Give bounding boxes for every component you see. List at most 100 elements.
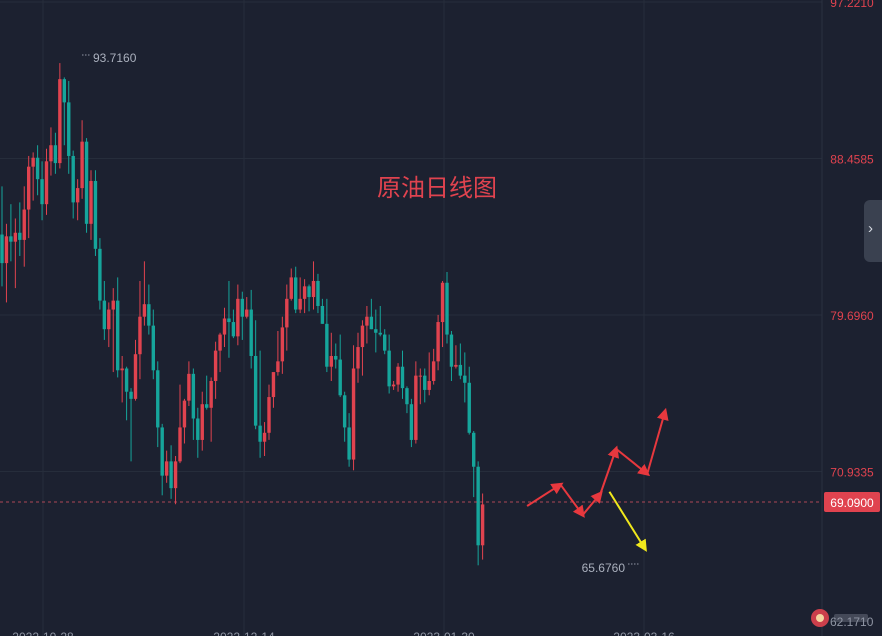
projection-arrow-segment	[526, 482, 564, 507]
candle-body	[369, 316, 374, 330]
candle-body	[142, 304, 147, 317]
projection-arrows	[526, 407, 669, 552]
candle-body	[405, 388, 409, 405]
candle-body	[258, 425, 262, 442]
candle-body	[467, 382, 471, 433]
candle-body	[294, 277, 298, 310]
current-price-tag-bg	[824, 492, 880, 512]
candle-body	[396, 366, 400, 385]
current-price-label: 69.0900	[830, 496, 874, 510]
candle-body	[298, 298, 302, 310]
chart-title: 原油日线图	[377, 175, 497, 202]
time-tick-label: 2022-10-28	[12, 630, 74, 636]
candle-body	[307, 286, 311, 298]
candle-body	[360, 325, 365, 348]
logo-face-icon	[816, 614, 824, 622]
candle-body	[164, 461, 169, 476]
candle-body	[325, 323, 329, 367]
projection-arrow-segment	[608, 491, 647, 552]
candle-body	[156, 370, 160, 428]
candle-body	[445, 282, 449, 335]
candle-body	[414, 375, 418, 440]
side-panel-toggle[interactable]: ›	[864, 200, 882, 262]
projection-arrow-segment	[615, 448, 651, 477]
candle-body	[436, 322, 440, 362]
candle-body	[31, 157, 35, 167]
candle-body	[67, 102, 71, 156]
candle-body	[400, 366, 405, 389]
time-tick-label: 2022-12-14	[213, 630, 275, 636]
candle-body	[182, 400, 187, 428]
candle-body	[151, 325, 155, 371]
candles	[0, 63, 485, 566]
candle-body	[209, 380, 213, 408]
candle-body	[222, 318, 227, 335]
candle-body	[423, 375, 427, 390]
candle-body	[262, 432, 267, 442]
candle-body	[480, 504, 485, 546]
candle-body	[116, 300, 120, 371]
candle-body	[316, 280, 320, 306]
candle-body	[205, 404, 209, 408]
candle-body	[160, 427, 164, 476]
candle-body	[58, 79, 62, 164]
candle-body	[124, 368, 129, 392]
candle-body	[111, 300, 115, 310]
candle-body	[13, 232, 18, 242]
candle-body	[71, 155, 75, 203]
candle-body	[449, 334, 454, 367]
candle-body	[80, 141, 84, 189]
candle-body	[0, 234, 4, 264]
candle-body	[440, 282, 445, 323]
candle-body	[409, 404, 414, 440]
candle-body	[98, 248, 102, 301]
candle-body	[178, 427, 182, 462]
candle-body	[334, 355, 338, 360]
candle-body	[187, 373, 191, 401]
projection-arrow-segment	[581, 490, 603, 516]
candle-body	[476, 466, 480, 546]
candle-body	[9, 236, 13, 242]
candle-body	[356, 347, 360, 369]
price-tick-label: 79.6960	[830, 309, 874, 323]
high-annotation: 93.7160	[82, 51, 137, 65]
candle-body	[27, 166, 31, 210]
candle-body	[40, 179, 44, 205]
candle-body	[227, 318, 231, 323]
candle-body	[173, 461, 178, 489]
candle-body	[280, 327, 285, 362]
projection-arrow-segment	[599, 445, 619, 494]
candle-body	[89, 180, 93, 224]
time-tick-label: 2023-01-30	[413, 630, 475, 636]
logo-wordmark-icon	[834, 614, 868, 622]
candle-body	[338, 359, 342, 396]
candle-body	[289, 277, 293, 299]
candle-body	[311, 280, 316, 298]
candle-body	[342, 395, 347, 428]
candle-body	[4, 236, 9, 264]
candle-body	[365, 316, 369, 326]
candle-body	[463, 375, 467, 383]
candle-body	[129, 391, 133, 399]
candle-body	[374, 329, 378, 333]
candle-body	[191, 373, 196, 419]
candle-body	[329, 355, 333, 367]
candle-body	[383, 334, 387, 351]
candle-body	[351, 368, 356, 460]
current-price-tag: 69.0900	[824, 492, 880, 512]
candle-body	[62, 79, 66, 103]
candle-body	[387, 350, 391, 387]
candle-body	[107, 309, 111, 330]
candle-body	[285, 298, 289, 328]
candle-body	[22, 209, 26, 240]
high-label: 93.7160	[93, 51, 137, 65]
candle-body	[320, 305, 325, 324]
candle-body	[378, 332, 382, 335]
candle-body	[245, 309, 249, 317]
watermark-logo	[811, 609, 868, 627]
bottom-price-label: 62.1710	[830, 615, 874, 629]
time-axis: 2022-10-28 2022-12-14 2023-01-30 2023-03…	[12, 630, 675, 636]
candle-body	[231, 322, 236, 337]
candle-body	[302, 286, 307, 299]
